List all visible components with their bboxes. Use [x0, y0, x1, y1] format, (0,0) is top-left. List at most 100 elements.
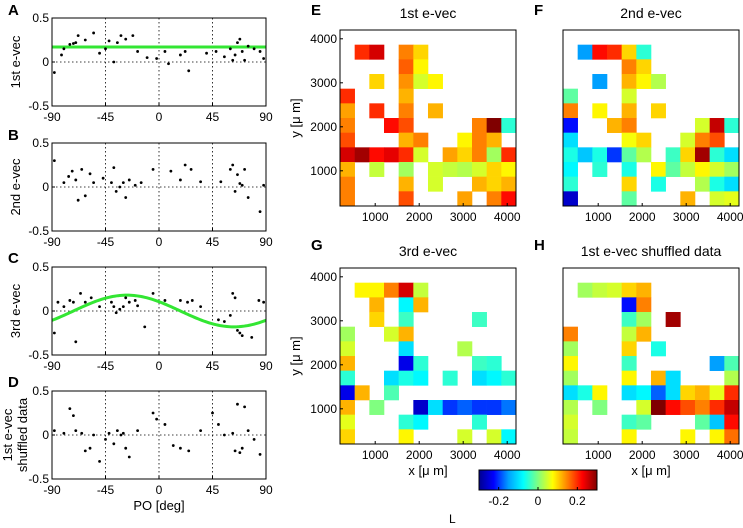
data-point	[114, 311, 118, 315]
data-point	[240, 183, 244, 187]
data-point	[252, 47, 256, 51]
data-point	[179, 299, 182, 302]
heatmap-cell	[398, 191, 414, 207]
data-point	[107, 39, 111, 43]
data-point	[169, 169, 173, 173]
heatmap-cell	[340, 414, 355, 430]
heatmap-cell	[398, 103, 414, 119]
heatmap-cell	[592, 162, 608, 177]
heatmap-cell	[398, 326, 414, 342]
heatmap-cell	[592, 147, 608, 163]
heatmap-cell	[607, 282, 622, 298]
heatmap-cell	[694, 118, 710, 133]
data-point	[243, 58, 247, 62]
data-point	[190, 299, 194, 302]
heatmap-cell	[384, 118, 399, 133]
x-tick-label: -90	[43, 483, 61, 497]
heatmap-cell	[563, 356, 578, 371]
data-point	[243, 405, 247, 409]
x-tick-label: 4000	[717, 210, 743, 224]
panel-label-h: H	[534, 237, 545, 254]
heatmap-cell	[413, 414, 429, 430]
y-tick-label: 0.5	[32, 384, 49, 398]
heatmap-cell	[621, 59, 637, 75]
heatmap-cell	[592, 103, 608, 119]
x-tick-label: 1000	[362, 448, 389, 462]
data-point	[88, 172, 92, 176]
data-point	[236, 41, 239, 45]
x-tick-label: 1000	[362, 210, 389, 224]
data-point	[136, 50, 140, 53]
heatmap-cell	[694, 385, 710, 401]
heatmap-cell	[665, 400, 681, 415]
panel-title: 3rd e-vec	[399, 243, 457, 259]
data-point	[183, 50, 187, 53]
data-point	[238, 37, 242, 41]
data-point	[228, 168, 232, 171]
data-point	[68, 43, 72, 46]
panel-g: G 3rd e-vec 1000 2000 3000 4000 1000 2000 3000 40…	[288, 237, 521, 478]
heatmap-cell	[563, 118, 578, 133]
heatmap-cell	[563, 385, 578, 401]
heatmap-cell	[563, 176, 578, 192]
heatmap-cell	[354, 44, 370, 60]
data-point	[233, 190, 237, 193]
data-point	[62, 181, 66, 185]
heatmap-cell	[724, 176, 740, 192]
heatmap-cell	[650, 385, 666, 401]
heatmap-cell	[486, 162, 502, 177]
heatmap-cell	[457, 429, 473, 445]
y-tick-label: 1000	[310, 164, 337, 178]
heatmap-cell	[398, 297, 414, 313]
heatmap-cell	[621, 326, 637, 342]
data-point	[258, 210, 262, 214]
y-axis-label: 3rd e-vec	[8, 283, 23, 338]
data-point	[240, 334, 244, 338]
heatmap-cell	[650, 103, 666, 119]
heatmap-cell	[384, 147, 399, 163]
data-point	[88, 446, 92, 450]
data-point	[222, 55, 226, 59]
heatmap-cell	[621, 312, 637, 327]
data-point	[211, 411, 214, 415]
data-point	[62, 47, 66, 51]
heatmap-cell	[621, 74, 637, 89]
heatmap-cell	[442, 370, 458, 386]
heatmap-cell	[563, 147, 578, 163]
heatmap-cell	[398, 59, 414, 75]
data-point	[155, 57, 159, 60]
heatmap-cell	[369, 103, 385, 119]
y-axis-label: y [μ m]	[288, 98, 303, 137]
heatmap-cell	[501, 147, 517, 163]
heatmap-cell	[592, 282, 608, 298]
data-point	[62, 305, 66, 308]
x-tick-label: -45	[97, 359, 115, 373]
heatmap-cell	[607, 147, 622, 163]
data-point	[101, 176, 105, 180]
heatmap-cell	[398, 282, 414, 298]
heatmap-cell	[563, 341, 578, 357]
y-tick-label: 3000	[310, 76, 337, 90]
data-point	[252, 438, 256, 441]
heatmap-cell	[398, 44, 414, 60]
x-tick-label: 4000	[494, 448, 521, 462]
data-point	[199, 429, 203, 432]
panel-c: C -90 -45 0 45 90 -0.5 0 0.5 3rd e-vec	[8, 250, 273, 373]
x-tick-label: 3000	[673, 210, 700, 224]
y-axis-label: 1st e-vec	[8, 35, 23, 88]
heatmap-cell	[636, 44, 652, 60]
heatmap-cell	[471, 132, 487, 148]
heatmap-cell	[636, 414, 652, 430]
heatmap-cell	[354, 282, 370, 298]
data-point	[183, 163, 187, 167]
data-point	[68, 407, 72, 410]
heatmap-cell	[636, 147, 652, 163]
heatmap-cell	[457, 191, 473, 207]
heatmap-cell	[694, 132, 710, 148]
heatmap-cell	[340, 370, 355, 386]
heatmap-cell	[486, 400, 502, 415]
heatmap-cell	[680, 191, 696, 207]
x-tick-label: 90	[259, 235, 273, 249]
y-axis-label: 2nd e-vec	[8, 158, 23, 216]
heatmap-cell	[577, 385, 593, 401]
